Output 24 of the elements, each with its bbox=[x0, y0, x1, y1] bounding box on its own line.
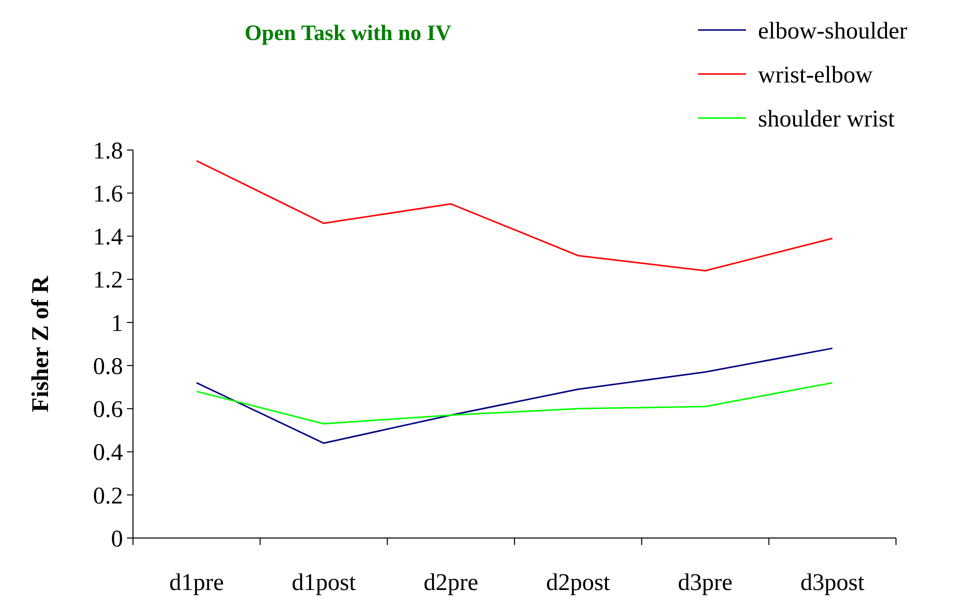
y-tick-label: 1 bbox=[111, 310, 123, 337]
x-tick-label: d1post bbox=[292, 570, 356, 596]
y-axis-title: Fisher Z of R bbox=[28, 275, 54, 412]
y-tick-label: 1.2 bbox=[93, 268, 123, 294]
line-series bbox=[196, 160, 834, 272]
y-tick-label: 0.2 bbox=[93, 483, 123, 510]
x-tick-label: d1pre bbox=[169, 570, 224, 596]
y-tick-label: 0 bbox=[111, 526, 123, 552]
legend-label: shoulder wrist bbox=[758, 106, 895, 132]
chart-title: Open Task with no IV bbox=[244, 20, 452, 45]
legend-label: elbow-shoulder bbox=[758, 18, 908, 44]
line-series bbox=[196, 348, 834, 444]
x-tick-label: d2pre bbox=[424, 570, 478, 596]
line-series bbox=[196, 382, 834, 425]
x-tick-label: d2post bbox=[546, 570, 610, 596]
y-tick-label: 1.8 bbox=[93, 138, 123, 164]
x-tick-label: d3pre bbox=[678, 570, 733, 596]
y-tick-label: 0.8 bbox=[93, 354, 123, 380]
y-tick-label: 1.4 bbox=[93, 224, 123, 251]
y-tick-label: 0.6 bbox=[93, 397, 123, 424]
x-tick-label: d3post bbox=[800, 570, 865, 596]
legend-label: wrist-elbow bbox=[758, 62, 874, 88]
y-tick-label: 0.4 bbox=[93, 440, 123, 466]
y-tick-label: 1.6 bbox=[93, 182, 123, 208]
